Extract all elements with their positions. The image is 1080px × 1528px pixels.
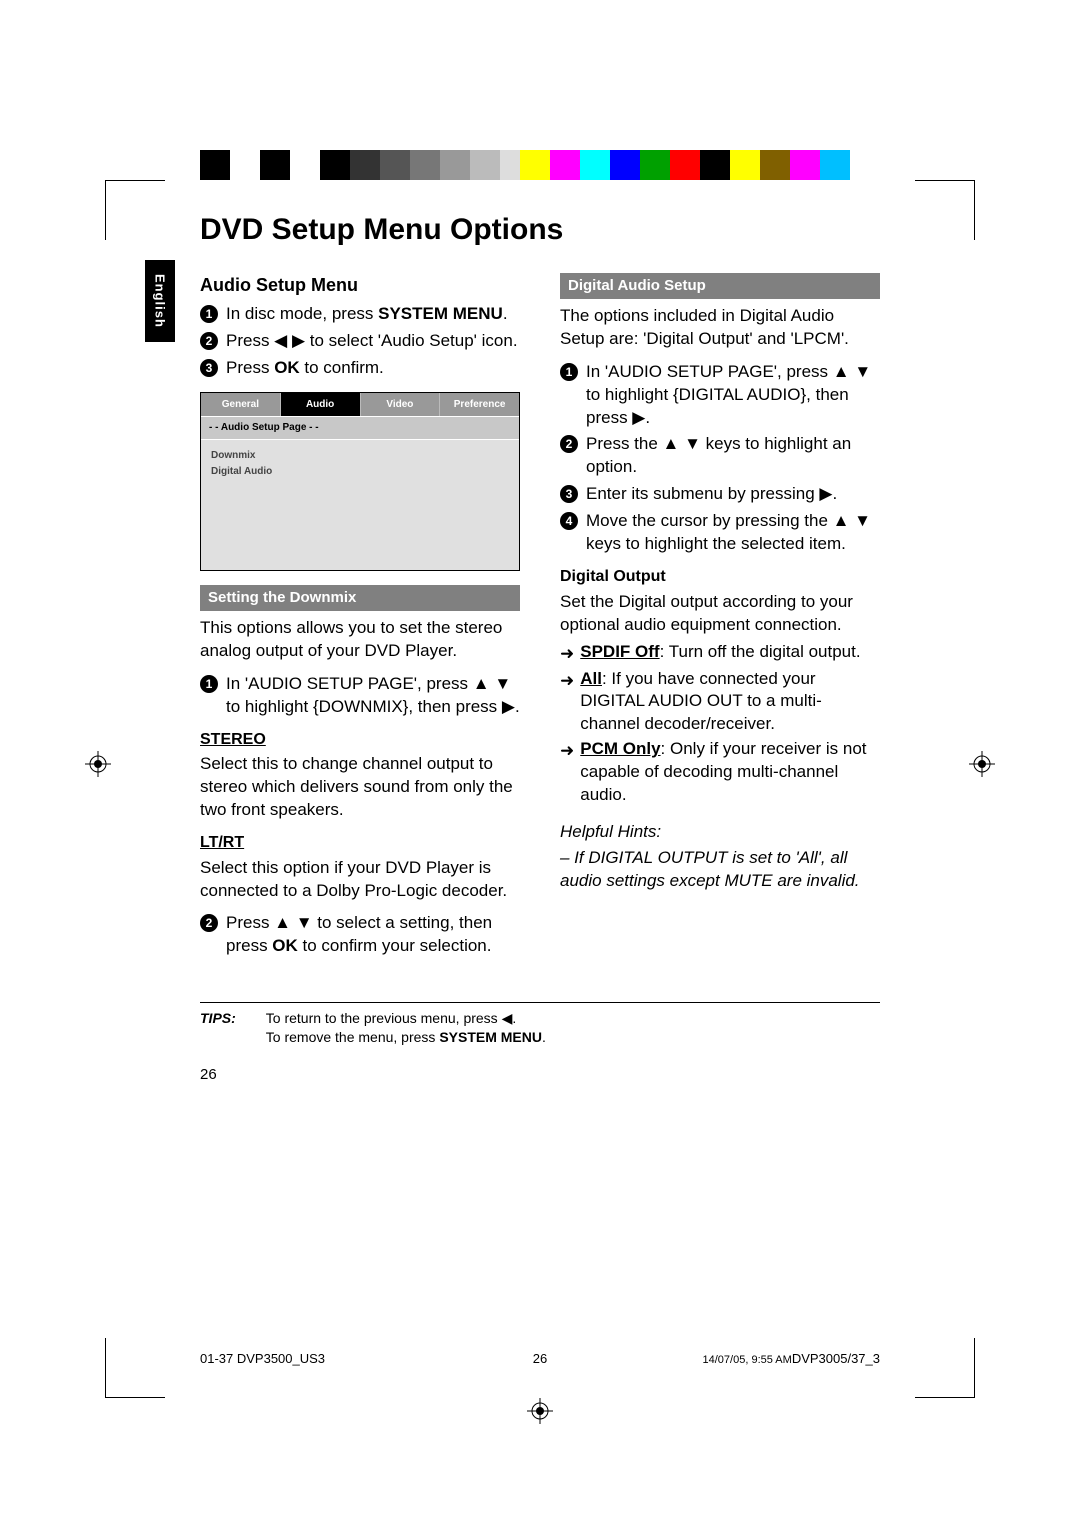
step-1: 1 In disc mode, press SYSTEM MENU. bbox=[200, 303, 520, 326]
step-number-icon: 4 bbox=[560, 512, 578, 530]
menu-title: - - Audio Setup Page - - bbox=[201, 416, 519, 440]
step-2: 2 Press ◀ ▶ to select 'Audio Setup' icon… bbox=[200, 330, 520, 353]
option-pcm-only: ➜PCM Only: Only if your receiver is not … bbox=[560, 738, 880, 807]
stereo-desc: Select this to change channel output to … bbox=[200, 753, 520, 822]
helpful-hints-text: – If DIGITAL OUTPUT is set to 'All', all… bbox=[560, 847, 880, 893]
tips-label: TIPS: bbox=[200, 1009, 236, 1047]
color-swatch bbox=[610, 150, 640, 180]
registration-mark-bottom bbox=[527, 1398, 553, 1424]
option-all: ➜All: If you have connected your DIGITAL… bbox=[560, 668, 880, 737]
color-swatch bbox=[260, 150, 290, 180]
page-content: English DVD Setup Menu Options Audio Set… bbox=[200, 210, 880, 1328]
audio-setup-heading: Audio Setup Menu bbox=[200, 273, 520, 297]
language-tab: English bbox=[145, 260, 175, 342]
color-swatch bbox=[670, 150, 700, 180]
right-column: Digital Audio Setup The options included… bbox=[560, 273, 880, 963]
option-spdif-off: ➜SPDIF Off: Turn off the digital output. bbox=[560, 641, 880, 666]
footer-left: 01-37 DVP3500_US3 bbox=[200, 1350, 325, 1368]
colorbar-left bbox=[200, 150, 560, 180]
menu-tab: Preference bbox=[440, 393, 519, 417]
registration-mark-right bbox=[969, 751, 995, 777]
menu-screenshot: GeneralAudioVideoPreference - - Audio Se… bbox=[200, 392, 520, 571]
color-swatch bbox=[760, 150, 790, 180]
color-swatch bbox=[820, 150, 850, 180]
color-swatch bbox=[470, 150, 500, 180]
arrow-icon: ➜ bbox=[560, 643, 574, 666]
color-swatch bbox=[200, 150, 230, 180]
downmix-desc: This options allows you to set the stere… bbox=[200, 617, 520, 663]
color-swatch bbox=[410, 150, 440, 180]
digital-output-heading: Digital Output bbox=[560, 566, 880, 588]
digital-audio-heading-bar: Digital Audio Setup bbox=[560, 273, 880, 299]
step-number-icon: 1 bbox=[200, 305, 218, 323]
step-number-icon: 2 bbox=[200, 914, 218, 932]
step-number-icon: 3 bbox=[560, 485, 578, 503]
step-number-icon: 2 bbox=[560, 435, 578, 453]
color-swatch bbox=[520, 150, 550, 180]
step-number-icon: 1 bbox=[200, 675, 218, 693]
da-step-1: 1In 'AUDIO SETUP PAGE', press ▲ ▼ to hig… bbox=[560, 361, 880, 430]
step-3: 3 Press OK to confirm. bbox=[200, 357, 520, 380]
color-swatch bbox=[380, 150, 410, 180]
crop-mark-tr bbox=[915, 180, 975, 240]
menu-tab: Audio bbox=[281, 393, 361, 417]
tips-box: TIPS: To return to the previous menu, pr… bbox=[200, 1002, 880, 1047]
print-footer: 01-37 DVP3500_US3 26 14/07/05, 9:55 AMDV… bbox=[200, 1350, 880, 1368]
menu-tab: General bbox=[201, 393, 281, 417]
color-swatch bbox=[580, 150, 610, 180]
page-number: 26 bbox=[200, 1065, 880, 1085]
menu-items: Downmix Digital Audio bbox=[201, 440, 519, 570]
color-swatch bbox=[440, 150, 470, 180]
color-swatch bbox=[700, 150, 730, 180]
downmix-step-1: 1 In 'AUDIO SETUP PAGE', press ▲ ▼ to hi… bbox=[200, 673, 520, 719]
left-column: Audio Setup Menu 1 In disc mode, press S… bbox=[200, 273, 520, 963]
tips-text: To return to the previous menu, press ◀.… bbox=[266, 1009, 546, 1047]
step-number-icon: 2 bbox=[200, 332, 218, 350]
color-swatch bbox=[230, 150, 260, 180]
color-swatch bbox=[790, 150, 820, 180]
helpful-hints-heading: Helpful Hints: bbox=[560, 821, 880, 844]
digital-output-desc: Set the Digital output according to your… bbox=[560, 591, 880, 637]
downmix-heading-bar: Setting the Downmix bbox=[200, 585, 520, 611]
color-swatch bbox=[320, 150, 350, 180]
color-swatch bbox=[350, 150, 380, 180]
color-swatch bbox=[730, 150, 760, 180]
color-swatch bbox=[850, 150, 880, 180]
color-swatch bbox=[290, 150, 320, 180]
color-swatch bbox=[550, 150, 580, 180]
crop-mark-br bbox=[915, 1338, 975, 1398]
da-step-3: 3Enter its submenu by pressing ▶. bbox=[560, 483, 880, 506]
da-step-4: 4Move the cursor by pressing the ▲ ▼ key… bbox=[560, 510, 880, 556]
step-number-icon: 1 bbox=[560, 363, 578, 381]
ltrt-heading: LT/RT bbox=[200, 832, 520, 854]
menu-tabs: GeneralAudioVideoPreference bbox=[201, 393, 519, 417]
crop-mark-bl bbox=[105, 1338, 165, 1398]
downmix-step-2: 2 Press ▲ ▼ to select a setting, then pr… bbox=[200, 912, 520, 958]
colorbar-right bbox=[520, 150, 880, 180]
menu-item: Downmix bbox=[211, 449, 509, 463]
digital-audio-intro: The options included in Digital Audio Se… bbox=[560, 305, 880, 351]
color-swatch bbox=[640, 150, 670, 180]
step-number-icon: 3 bbox=[200, 359, 218, 377]
footer-mid: 26 bbox=[533, 1350, 547, 1368]
stereo-heading: STEREO bbox=[200, 729, 520, 751]
menu-item: Digital Audio bbox=[211, 465, 509, 479]
registration-mark-left bbox=[85, 751, 111, 777]
da-step-2: 2Press the ▲ ▼ keys to highlight an opti… bbox=[560, 433, 880, 479]
footer-right: 14/07/05, 9:55 AMDVP3005/37_3 bbox=[703, 1350, 880, 1368]
arrow-icon: ➜ bbox=[560, 740, 574, 763]
arrow-icon: ➜ bbox=[560, 670, 574, 693]
ltrt-desc: Select this option if your DVD Player is… bbox=[200, 857, 520, 903]
page-title: DVD Setup Menu Options bbox=[200, 210, 880, 251]
menu-tab: Video bbox=[361, 393, 441, 417]
crop-mark-tl bbox=[105, 180, 165, 240]
